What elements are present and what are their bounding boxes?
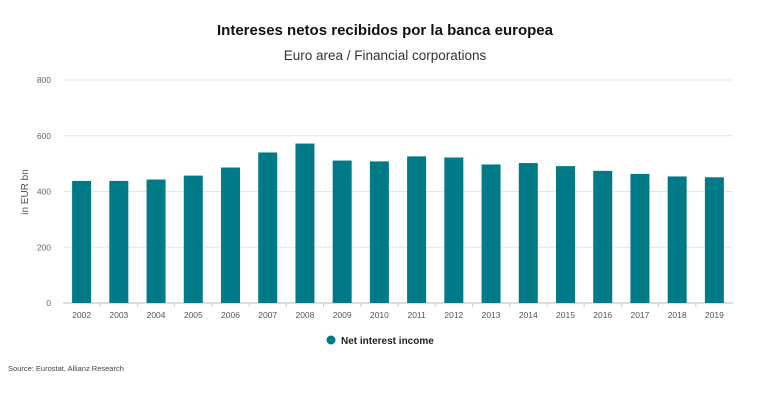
legend: Net interest income bbox=[326, 335, 434, 347]
x-tick-label: 2019 bbox=[705, 310, 724, 320]
bar bbox=[221, 167, 240, 303]
y-tick-labels: 0 200 400 600 800 bbox=[37, 75, 51, 308]
bar bbox=[556, 166, 575, 303]
bar bbox=[72, 180, 92, 303]
x-tick-label: 2003 bbox=[109, 310, 128, 320]
bars bbox=[72, 143, 724, 303]
bar bbox=[444, 157, 464, 303]
bar bbox=[518, 163, 538, 303]
x-tick-label: 2018 bbox=[668, 310, 687, 320]
bar bbox=[630, 173, 650, 303]
bar bbox=[332, 160, 352, 303]
bar bbox=[593, 170, 613, 303]
x-tick-label: 2013 bbox=[482, 310, 501, 320]
x-tick-label: 2004 bbox=[147, 310, 166, 320]
x-tick-label: 2014 bbox=[519, 310, 538, 320]
y-tick-label: 600 bbox=[37, 131, 51, 141]
x-tick-label: 2012 bbox=[444, 310, 463, 320]
legend-label: Net interest income bbox=[341, 336, 434, 347]
x-tick-labels: 2002 2003 2004 2005 2006 2007 2008 2009 2010 2011… bbox=[72, 303, 724, 320]
y-tick-label: 0 bbox=[46, 298, 51, 308]
bar bbox=[295, 143, 315, 303]
source-note: Source: Eurostat, Allianz Research bbox=[8, 364, 124, 373]
x-tick-label: 2009 bbox=[333, 310, 352, 320]
bar bbox=[258, 152, 278, 303]
x-tick-label: 2007 bbox=[258, 310, 277, 320]
y-tick-label: 800 bbox=[37, 75, 51, 85]
x-tick-label: 2006 bbox=[221, 310, 240, 320]
bar bbox=[407, 156, 427, 303]
bar bbox=[146, 179, 166, 303]
bar bbox=[183, 175, 203, 303]
x-tick-label: 2017 bbox=[630, 310, 649, 320]
x-tick-label: 2002 bbox=[72, 310, 91, 320]
y-tick-label: 200 bbox=[37, 242, 51, 252]
y-axis-label: in EUR bn bbox=[20, 169, 31, 215]
bar bbox=[704, 177, 724, 303]
bar bbox=[667, 176, 687, 303]
legend-marker bbox=[326, 335, 336, 345]
x-tick-label: 2016 bbox=[593, 310, 612, 320]
x-tick-label: 2005 bbox=[184, 310, 203, 320]
x-tick-label: 2011 bbox=[407, 310, 426, 320]
x-tick-label: 2015 bbox=[556, 310, 575, 320]
x-tick-label: 2008 bbox=[295, 310, 314, 320]
bar bbox=[369, 161, 389, 303]
bar bbox=[109, 180, 129, 303]
chart-subtitle: Euro area / Financial corporations bbox=[283, 48, 487, 63]
y-tick-label: 400 bbox=[37, 187, 51, 197]
chart-title: Intereses netos recibidos por la banca e… bbox=[217, 22, 553, 39]
bar bbox=[481, 164, 501, 303]
x-tick-label: 2010 bbox=[370, 310, 389, 320]
